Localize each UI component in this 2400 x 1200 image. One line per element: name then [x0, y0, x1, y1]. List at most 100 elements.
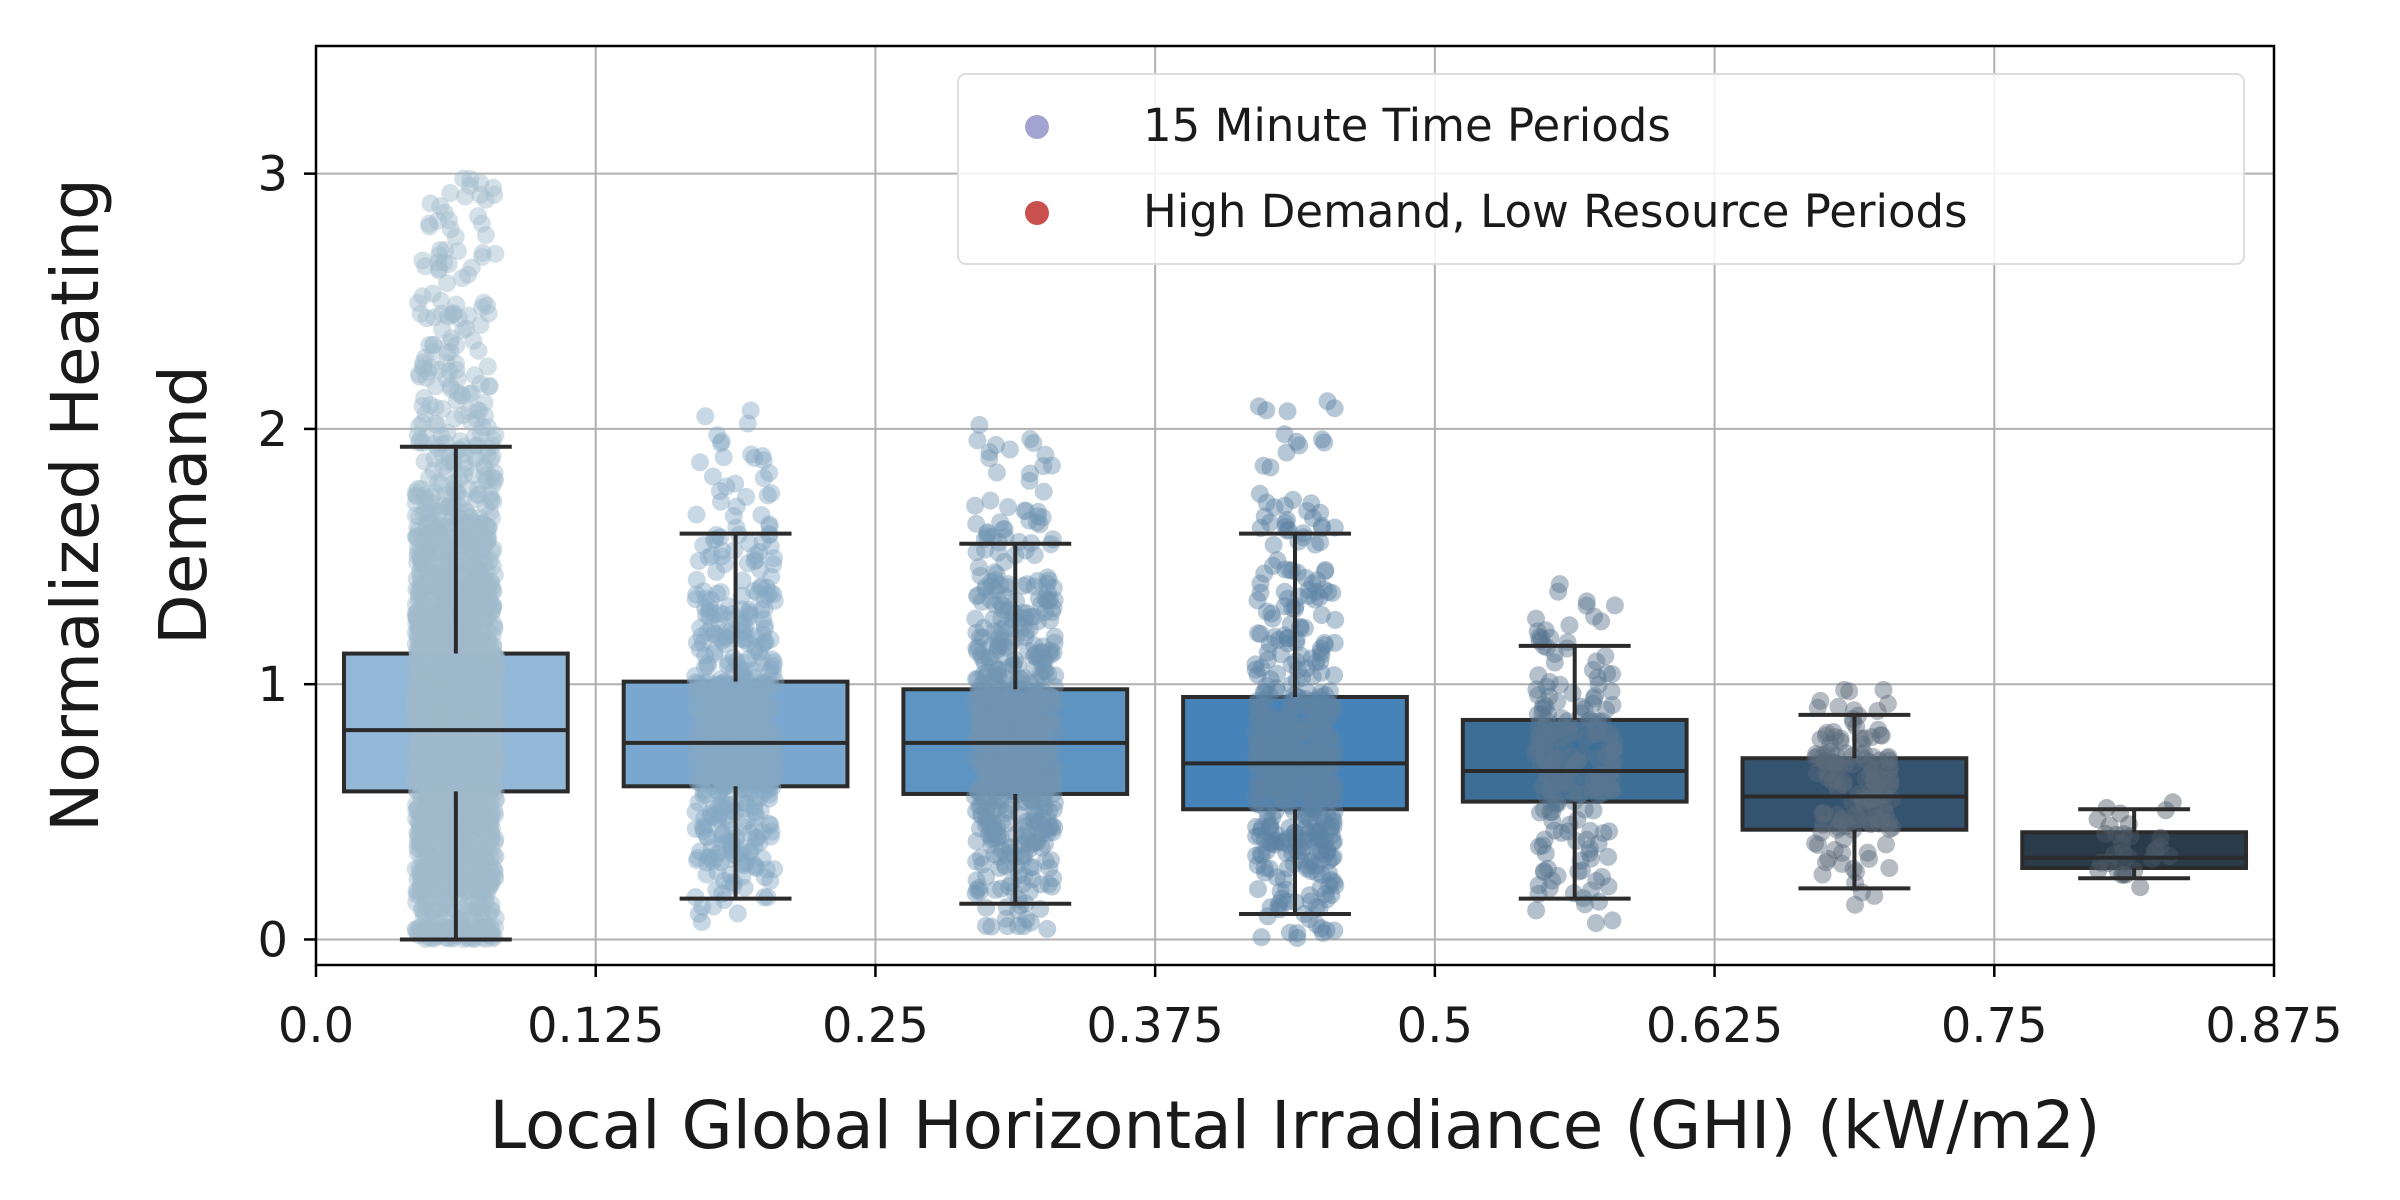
strip-point: [412, 870, 431, 889]
strip-point: [440, 845, 459, 864]
strip-point: [408, 641, 426, 660]
strip-point: [441, 184, 460, 202]
strip-point: [406, 483, 425, 502]
strip-point: [422, 653, 441, 672]
strip-point: [441, 709, 460, 727]
strip-point: [414, 625, 433, 644]
strip-point: [486, 747, 505, 766]
x-tick-label: 0.125: [527, 998, 664, 1054]
strip-point: [434, 688, 453, 706]
strip-point: [470, 702, 489, 721]
strip-point: [977, 916, 995, 935]
strip-point: [474, 697, 493, 716]
strip-point: [433, 765, 452, 784]
strip-point: [434, 884, 453, 903]
strip-point: [422, 785, 441, 804]
strip-point: [412, 660, 430, 679]
strip-point: [417, 630, 436, 649]
strip-point: [411, 640, 430, 659]
strip-point: [427, 571, 446, 589]
strip-point: [463, 838, 482, 857]
strip-point: [1002, 874, 1021, 892]
strip-point: [449, 688, 468, 707]
strip-point: [413, 661, 432, 680]
strip-point: [406, 920, 425, 939]
strip-point: [474, 736, 493, 755]
strip-point: [429, 818, 448, 837]
strip-point: [466, 862, 485, 880]
strip-point: [419, 532, 438, 551]
strip-point: [475, 757, 494, 776]
strip-point: [414, 637, 433, 656]
strip-point: [452, 757, 471, 776]
strip-point: [484, 615, 503, 634]
strip-point: [462, 584, 481, 603]
strip-point: [415, 882, 434, 901]
strip-point: [407, 748, 426, 767]
strip-point: [420, 658, 439, 677]
strip-point: [454, 514, 473, 532]
strip-point: [455, 465, 474, 484]
strip-point: [467, 529, 486, 548]
strip-point: [433, 320, 452, 339]
strip-point: [456, 685, 474, 704]
strip-point: [487, 711, 505, 730]
strip-point: [418, 613, 437, 632]
strip-point: [465, 366, 484, 385]
strip-point: [411, 782, 430, 800]
strip-point: [1583, 661, 1602, 679]
strip-point: [407, 885, 426, 904]
strip-point: [475, 830, 494, 849]
strip-point: [443, 305, 462, 324]
strip-point: [471, 640, 490, 659]
strip-point: [462, 737, 481, 756]
strip-point: [454, 737, 473, 756]
strip-point: [428, 712, 447, 731]
strip-point: [430, 710, 449, 729]
strip-point: [410, 840, 429, 859]
strip-point: [473, 247, 492, 266]
strip-point: [407, 614, 426, 633]
strip-point: [426, 483, 444, 502]
strip-point: [454, 819, 473, 838]
strip-point: [435, 677, 454, 696]
strip-point: [466, 520, 485, 539]
strip-point: [424, 780, 443, 799]
strip-point: [473, 736, 492, 755]
strip-point: [427, 656, 446, 675]
strip-point: [465, 637, 484, 656]
strip-point: [447, 391, 466, 410]
strip-point: [427, 538, 446, 557]
strip-point: [1038, 568, 1057, 587]
strip-point: [440, 555, 459, 574]
strip-point: [426, 864, 445, 883]
strip-point: [480, 589, 499, 608]
strip-point: [447, 730, 466, 748]
strip-point: [418, 693, 436, 712]
strip-point: [433, 672, 452, 690]
strip-point: [464, 759, 483, 778]
strip-point: [417, 649, 436, 668]
strip-point: [406, 494, 425, 513]
strip-point: [413, 413, 432, 432]
strip-point: [413, 858, 432, 877]
strip-point: [464, 709, 483, 727]
strip-point: [485, 646, 504, 665]
strip-point: [467, 629, 486, 648]
strip-point: [1861, 815, 1880, 834]
strip-point: [423, 661, 442, 680]
strip-point: [432, 807, 451, 826]
strip-point: [419, 759, 438, 778]
strip-point: [458, 791, 477, 810]
strip-point: [426, 618, 445, 636]
strip-point: [456, 833, 475, 852]
strip-point: [420, 469, 438, 487]
strip-point: [419, 674, 438, 693]
strip-point: [460, 709, 479, 728]
strip-point: [1252, 928, 1271, 947]
strip-point: [413, 630, 432, 649]
strip-point: [470, 602, 489, 621]
strip-point: [438, 697, 457, 716]
strip-point: [447, 754, 466, 773]
strip-point: [471, 745, 490, 764]
